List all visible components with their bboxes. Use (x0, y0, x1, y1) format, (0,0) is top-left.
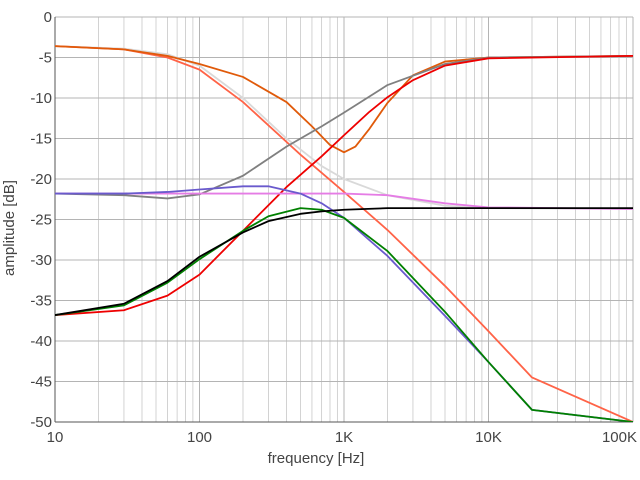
y-tick-label: -10 (30, 90, 52, 107)
series-line-3 (55, 45, 633, 154)
y-tick-label: -25 (30, 212, 52, 229)
y-tick-label: -30 (30, 252, 52, 269)
y-tick-label: 0 (44, 9, 52, 26)
grid (54, 16, 634, 423)
series-line-1 (55, 45, 633, 210)
x-tick-label: 10 (47, 429, 64, 446)
series-line-4 (55, 54, 633, 200)
x-axis-label: frequency [Hz] (268, 450, 365, 467)
series-lines (55, 45, 633, 422)
x-tick-label: 100K (602, 429, 637, 446)
y-axis-label: amplitude [dB] (1, 180, 18, 276)
x-tick-label: 1K (335, 429, 353, 446)
series-line-6 (55, 192, 633, 210)
series-line-2 (55, 45, 633, 422)
x-tick-label: 10K (475, 429, 502, 446)
axes (54, 17, 633, 423)
y-tick-label: -50 (30, 414, 52, 431)
tick-labels: 10 100 1K 10K 100K 0 -5 -10 -15 -20 -25 -30 -35 -40 -4… (30, 9, 637, 446)
y-tick-label: -40 (30, 333, 52, 350)
x-tick-label: 100 (187, 429, 212, 446)
y-tick-label: -15 (30, 131, 52, 148)
series-line-5 (55, 54, 633, 316)
series-line-9 (55, 207, 633, 316)
y-tick-label: -5 (39, 50, 52, 67)
series-line-8 (55, 207, 633, 422)
y-tick-label: -35 (30, 293, 52, 310)
y-tick-label: -20 (30, 171, 52, 188)
y-tick-label: -45 (30, 374, 52, 391)
